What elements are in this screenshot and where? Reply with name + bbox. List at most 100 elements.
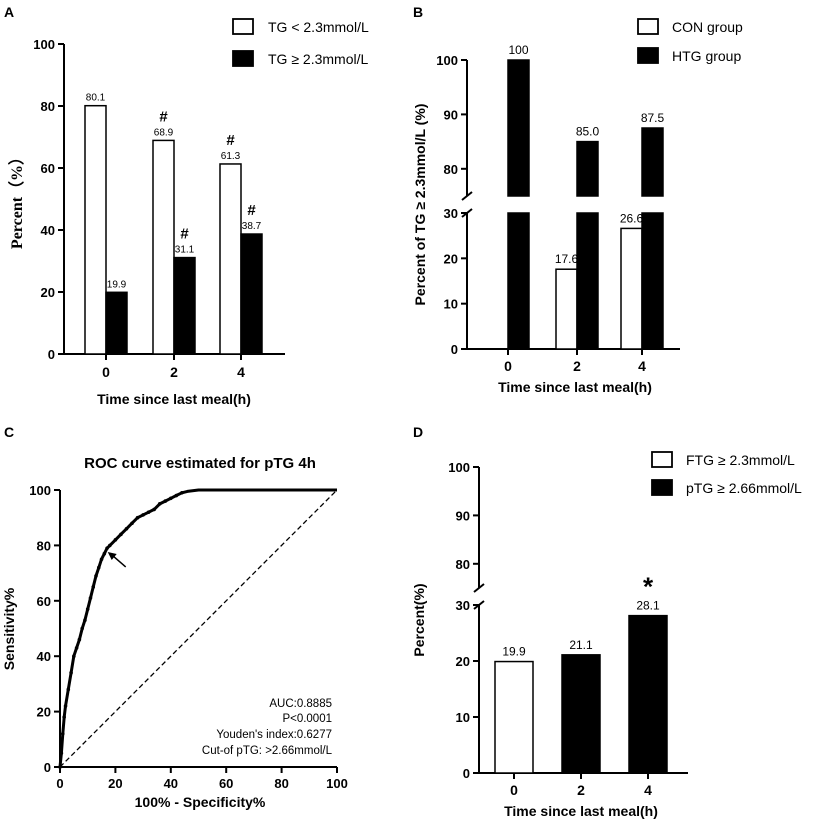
x-tick-label: 0: [510, 782, 518, 798]
y-tick-label: 10: [444, 297, 458, 312]
bar-htg-group: [641, 212, 664, 350]
y-tick-label: 0: [44, 760, 51, 775]
roc-point: [130, 521, 134, 526]
x-tick-label: 0: [56, 776, 63, 791]
legend-swatch: [651, 451, 673, 468]
roc-point: [169, 496, 173, 501]
legend-label: HTG group: [672, 48, 741, 64]
y-tick-label: 100: [448, 460, 470, 475]
bar-tg-low: [219, 163, 242, 355]
roc-point: [58, 765, 62, 769]
y-tick-label: 100: [29, 483, 51, 498]
significance-mark: #: [226, 132, 235, 149]
data-label: 26.6: [620, 211, 644, 225]
data-label: 61.3: [221, 151, 241, 162]
roc-point: [60, 731, 65, 736]
bar-htg-group: [507, 212, 530, 350]
x-tick-label: 0: [102, 364, 110, 380]
roc-point: [74, 646, 79, 650]
y-tick-label: 40: [41, 223, 55, 238]
y-tick-label: 20: [41, 285, 55, 300]
roc-point: [105, 546, 109, 550]
x-axis-label: 100% - Specificity%: [135, 794, 266, 810]
roc-point: [91, 585, 96, 589]
significance-mark: #: [180, 226, 189, 243]
roc-point: [69, 671, 73, 675]
roc-point: [124, 526, 129, 531]
y-tick-label: 100: [436, 53, 458, 68]
y-tick-label: 100: [33, 37, 55, 52]
y-tick-label: 60: [37, 594, 51, 609]
roc-point: [85, 607, 90, 611]
y-tick-label: 0: [48, 347, 55, 362]
x-tick-label: 20: [108, 776, 122, 791]
legend-swatch: [651, 479, 673, 496]
data-label: 19.9: [107, 279, 127, 290]
roc-point: [63, 704, 68, 708]
chart-title: ROC curve estimated for pTG 4h: [84, 455, 316, 472]
x-tick-label: 2: [170, 364, 178, 380]
y-tick-label: 20: [444, 251, 458, 266]
bar-ptg: [628, 614, 668, 774]
roc-point: [141, 513, 145, 517]
y-tick-label: 80: [41, 99, 55, 114]
stat-annotation: P<0.0001: [282, 713, 332, 725]
roc-point: [99, 557, 104, 562]
panel-label-d: D: [413, 424, 423, 440]
y-tick-label: 0: [451, 342, 458, 357]
axis-break-mark: [461, 191, 473, 201]
x-tick-label: 60: [219, 776, 233, 791]
bar-htg-group: [507, 59, 530, 197]
significance-mark: #: [247, 202, 256, 219]
panel-d-chart: 0 10 20 30 80 90 100 Percent(%) 0 2 4 Time since la…: [411, 451, 802, 819]
bar-tg-high: [173, 256, 196, 355]
y-tick-label: 0: [463, 766, 470, 781]
data-label: 19.9: [502, 645, 526, 659]
roc-point: [62, 715, 66, 719]
roc-point: [180, 490, 184, 495]
y-tick-label: 20: [456, 654, 470, 669]
stat-annotation: Youden's index:0.6277: [216, 729, 332, 741]
legend-label: TG < 2.3mmol/L: [268, 19, 369, 35]
y-axis-label: Percent(%): [411, 583, 427, 656]
y-tick-label: 80: [456, 557, 470, 572]
data-label: 68.9: [154, 127, 174, 138]
data-label: 38.7: [242, 221, 262, 232]
y-tick-label: 10: [456, 710, 470, 725]
data-label: 100: [508, 43, 528, 57]
roc-point: [59, 751, 64, 755]
stat-annotation: Cut-of pTG: >2.66mmol/L: [202, 745, 333, 757]
legend-label: TG ≥ 2.3mmol/L: [268, 51, 368, 67]
y-tick-label: 30: [444, 206, 458, 221]
bar-tg-low: [152, 139, 175, 355]
roc-point: [163, 499, 168, 503]
roc-point: [83, 618, 87, 622]
y-tick-label: 20: [37, 705, 51, 720]
panel-a-chart: 0 20 40 60 80 100 Percent（%） 0 80.1 19.9 2 68.9 #31.…: [8, 18, 369, 407]
y-tick-label: 30: [456, 598, 470, 613]
axis-break-mark: [473, 583, 485, 593]
roc-point: [72, 654, 76, 658]
stat-annotation: AUC:0.8885: [269, 698, 332, 710]
x-axis-label: Time since last meal(h): [498, 379, 652, 395]
data-label: 85.0: [576, 125, 600, 139]
bar-ptg: [561, 654, 601, 774]
bar-htg-group: [641, 127, 664, 197]
x-tick-label: 2: [577, 782, 585, 798]
legend-label: pTG ≥ 2.66mmol/L: [686, 480, 802, 496]
bar-tg-low: [84, 104, 107, 355]
roc-point: [88, 596, 93, 600]
roc-point: [77, 637, 82, 642]
roc-point: [113, 538, 118, 542]
x-tick-label: 4: [644, 782, 652, 798]
y-tick-label: 60: [41, 161, 55, 176]
bar-ftg: [494, 660, 534, 774]
panel-label-b: B: [413, 4, 423, 20]
data-label: 21.1: [569, 638, 593, 652]
significance-mark: #: [159, 108, 168, 125]
data-label: 28.1: [636, 599, 660, 613]
x-tick-label: 80: [274, 776, 288, 791]
legend-swatch: [637, 47, 659, 64]
